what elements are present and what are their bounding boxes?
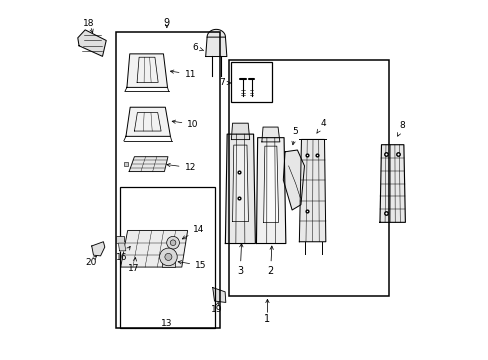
Text: 1: 1: [264, 314, 270, 324]
Polygon shape: [299, 139, 325, 242]
Polygon shape: [127, 54, 167, 87]
Text: 11: 11: [170, 70, 196, 79]
Text: 18: 18: [82, 18, 94, 27]
Text: 17: 17: [127, 258, 139, 273]
Bar: [120, 187, 214, 328]
Polygon shape: [126, 107, 170, 136]
Circle shape: [170, 240, 176, 246]
Polygon shape: [92, 242, 104, 256]
Circle shape: [164, 253, 172, 260]
Polygon shape: [121, 230, 187, 267]
Text: 13: 13: [161, 319, 172, 328]
Circle shape: [159, 248, 177, 266]
Polygon shape: [256, 138, 285, 243]
Text: 15: 15: [178, 261, 206, 270]
Polygon shape: [283, 150, 304, 210]
Text: 16: 16: [116, 246, 130, 262]
Polygon shape: [205, 37, 226, 57]
Text: 14: 14: [182, 225, 204, 239]
Polygon shape: [261, 127, 279, 142]
Polygon shape: [129, 157, 167, 171]
Bar: [231, 62, 271, 102]
Bar: [116, 32, 219, 328]
Polygon shape: [225, 134, 255, 243]
Text: 3: 3: [237, 244, 243, 276]
Polygon shape: [212, 288, 225, 302]
Text: 4: 4: [316, 119, 325, 133]
Text: 20: 20: [85, 258, 97, 267]
Text: 12: 12: [166, 163, 196, 172]
Text: 6: 6: [192, 43, 203, 52]
Circle shape: [166, 237, 179, 249]
Polygon shape: [263, 146, 278, 222]
Bar: [162, 258, 174, 267]
Polygon shape: [207, 30, 225, 37]
Text: 5: 5: [291, 127, 298, 145]
Bar: [228, 60, 388, 296]
Polygon shape: [118, 243, 125, 251]
Text: 7: 7: [219, 78, 230, 87]
Text: 8: 8: [397, 121, 405, 136]
Polygon shape: [232, 145, 248, 222]
Polygon shape: [78, 30, 106, 57]
Text: 10: 10: [172, 120, 199, 129]
Text: 19: 19: [210, 305, 222, 314]
Bar: [116, 237, 123, 243]
Text: 2: 2: [267, 246, 273, 276]
Text: 9: 9: [163, 18, 170, 28]
Polygon shape: [379, 145, 405, 222]
Polygon shape: [231, 123, 249, 140]
